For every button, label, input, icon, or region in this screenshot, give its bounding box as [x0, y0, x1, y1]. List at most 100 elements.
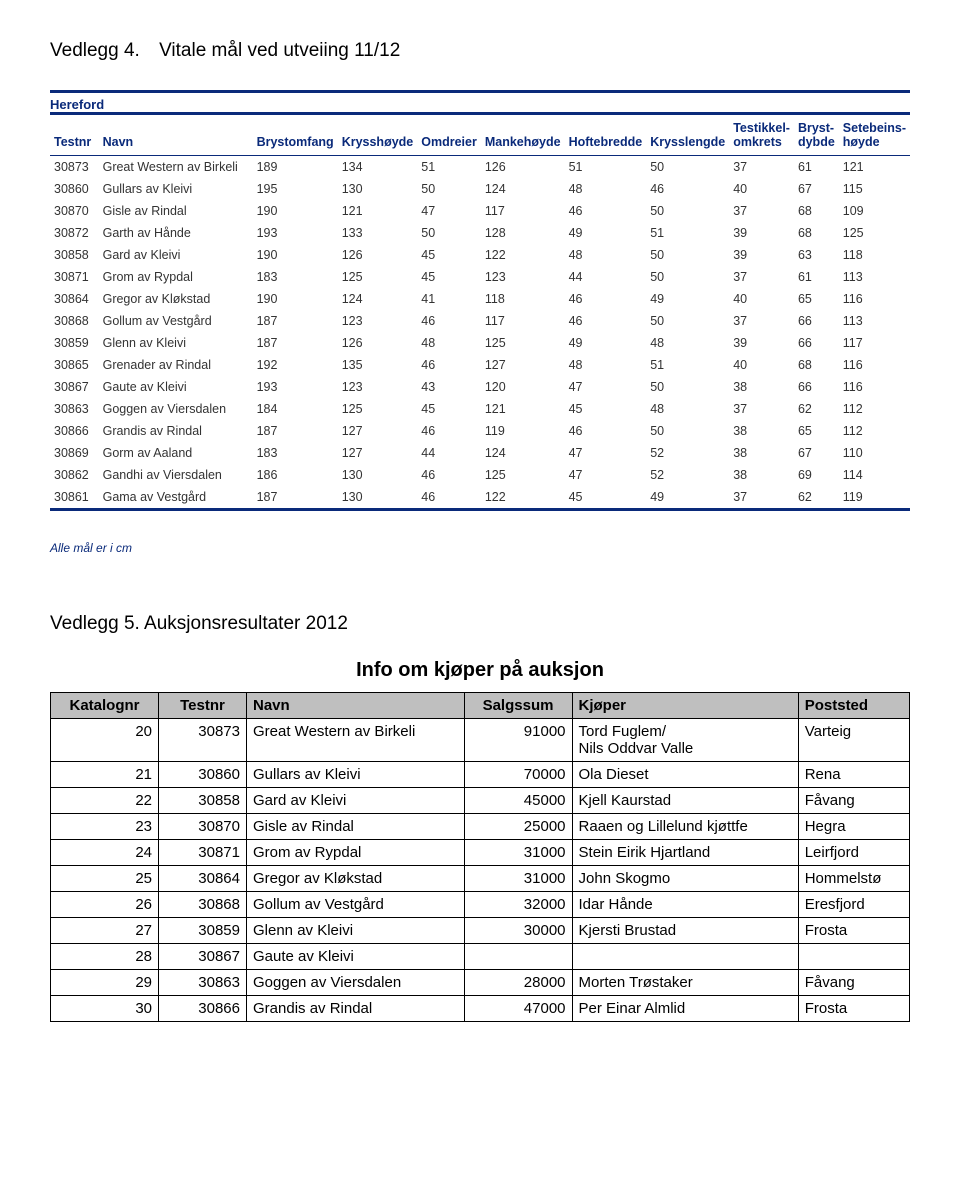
- vitals-col-header: Hoftebredde: [565, 114, 647, 156]
- auction-cell: Gollum av Vestgård: [247, 892, 465, 918]
- vitals-row: 30864Gregor av Kløkstad19012441118464940…: [50, 288, 910, 310]
- auction-cell: Ola Dieset: [572, 762, 798, 788]
- auction-cell: Morten Trøstaker: [572, 970, 798, 996]
- auction-cell: 30000: [464, 918, 572, 944]
- auction-cell: 30864: [159, 866, 247, 892]
- vitals-footnote: Alle mål er i cm: [50, 541, 910, 555]
- vitals-cell: 52: [646, 442, 729, 464]
- auction-cell: 25: [51, 866, 159, 892]
- auction-cell: 30868: [159, 892, 247, 918]
- vitals-cell: 116: [839, 288, 910, 310]
- vitals-cell: 30871: [50, 266, 99, 288]
- auction-cell: 32000: [464, 892, 572, 918]
- vitals-cell: 121: [839, 156, 910, 179]
- vitals-cell: 190: [253, 200, 338, 222]
- vitals-cell: 193: [253, 222, 338, 244]
- vitals-row: 30862Gandhi av Viersdalen186130461254752…: [50, 464, 910, 486]
- auction-cell: 30858: [159, 788, 247, 814]
- appendix-5-heading: Vedlegg 5. Auksjonsresultater 2012: [50, 613, 910, 635]
- vitals-cell: 187: [253, 310, 338, 332]
- vitals-cell: 37: [729, 486, 794, 508]
- auction-cell: Fåvang: [798, 970, 909, 996]
- vitals-cell: 125: [481, 464, 565, 486]
- auction-cell: Hegra: [798, 814, 909, 840]
- vitals-row: 30861Gama av Vestgård1871304612245493762…: [50, 486, 910, 508]
- vitals-cell: 130: [338, 464, 418, 486]
- vitals-cell: 61: [794, 156, 839, 179]
- vitals-cell: 124: [338, 288, 418, 310]
- vitals-cell: 189: [253, 156, 338, 179]
- vitals-col-header: Testnr: [50, 114, 99, 156]
- auction-cell: 25000: [464, 814, 572, 840]
- auction-cell: 30863: [159, 970, 247, 996]
- vitals-row: 30872Garth av Hånde193133501284951396812…: [50, 222, 910, 244]
- vitals-cell: 127: [481, 354, 565, 376]
- vitals-table-wrap: Hereford TestnrNavnBrystomfangKrysshøyde…: [50, 90, 910, 511]
- vitals-cell: 123: [481, 266, 565, 288]
- vitals-cell: 50: [646, 244, 729, 266]
- auction-cell: 47000: [464, 996, 572, 1022]
- vitals-cell: 128: [481, 222, 565, 244]
- vitals-cell: 49: [646, 486, 729, 508]
- auction-cell: 30859: [159, 918, 247, 944]
- vitals-cell: 39: [729, 332, 794, 354]
- auction-cell: Raaen og Lillelund kjøttfe: [572, 814, 798, 840]
- auction-cell: 30860: [159, 762, 247, 788]
- auction-row: 2730859Glenn av Kleivi30000Kjersti Brust…: [51, 918, 910, 944]
- appendix-5-label: Vedlegg 5.: [50, 613, 140, 634]
- auction-row: 2030873Great Western av Birkeli91000Tord…: [51, 719, 910, 762]
- vitals-cell: 30872: [50, 222, 99, 244]
- vitals-col-header: Navn: [99, 114, 253, 156]
- vitals-cell: 37: [729, 200, 794, 222]
- vitals-cell: 67: [794, 442, 839, 464]
- auction-cell: Tord Fuglem/Nils Oddvar Valle: [572, 719, 798, 762]
- vitals-cell: 48: [417, 332, 481, 354]
- vitals-row: 30863Goggen av Viersdalen184125451214548…: [50, 398, 910, 420]
- auction-row: 2530864Gregor av Kløkstad31000John Skogm…: [51, 866, 910, 892]
- auction-cell: Gaute av Kleivi: [247, 944, 465, 970]
- vitals-cell: 115: [839, 178, 910, 200]
- auction-cell: 28000: [464, 970, 572, 996]
- vitals-cell: 50: [417, 178, 481, 200]
- vitals-cell: 68: [794, 222, 839, 244]
- vitals-cell: 40: [729, 178, 794, 200]
- auction-cell: Gullars av Kleivi: [247, 762, 465, 788]
- auction-cell: 28: [51, 944, 159, 970]
- vitals-cell: 48: [646, 332, 729, 354]
- vitals-cell: 47: [417, 200, 481, 222]
- vitals-cell: 114: [839, 464, 910, 486]
- vitals-cell: 37: [729, 156, 794, 179]
- vitals-cell: 46: [417, 310, 481, 332]
- auction-header-row: KatalognrTestnrNavnSalgssumKjøperPostste…: [51, 693, 910, 719]
- vitals-row: 30871Grom av Rypdal183125451234450376111…: [50, 266, 910, 288]
- appendix-4-title: Vitale mål ved utveiing 11/12: [159, 40, 400, 61]
- vitals-cell: 62: [794, 486, 839, 508]
- vitals-cell: 122: [481, 244, 565, 266]
- vitals-cell: Grom av Rypdal: [99, 266, 253, 288]
- appendix-5-title: Auksjonsresultater 2012: [144, 613, 348, 634]
- auction-cell: Grandis av Rindal: [247, 996, 465, 1022]
- vitals-cell: 47: [565, 442, 647, 464]
- vitals-cell: 51: [417, 156, 481, 179]
- auction-col-header: Poststed: [798, 693, 909, 719]
- vitals-cell: 183: [253, 266, 338, 288]
- auction-col-header: Kjøper: [572, 693, 798, 719]
- vitals-cell: Gisle av Rindal: [99, 200, 253, 222]
- auction-cell: Leirfjord: [798, 840, 909, 866]
- vitals-row: 30859Glenn av Kleivi18712648125494839661…: [50, 332, 910, 354]
- vitals-cell: 117: [481, 200, 565, 222]
- vitals-cell: Gaute av Kleivi: [99, 376, 253, 398]
- vitals-cell: Gama av Vestgård: [99, 486, 253, 508]
- auction-cell: [464, 944, 572, 970]
- vitals-cell: 49: [565, 332, 647, 354]
- vitals-cell: 121: [338, 200, 418, 222]
- vitals-cell: 37: [729, 266, 794, 288]
- vitals-cell: 48: [565, 354, 647, 376]
- vitals-cell: 30873: [50, 156, 99, 179]
- vitals-cell: 183: [253, 442, 338, 464]
- vitals-cell: 46: [565, 310, 647, 332]
- vitals-cell: 65: [794, 288, 839, 310]
- vitals-cell: 44: [417, 442, 481, 464]
- vitals-cell: 126: [481, 156, 565, 179]
- breed-label: Hereford: [50, 90, 910, 112]
